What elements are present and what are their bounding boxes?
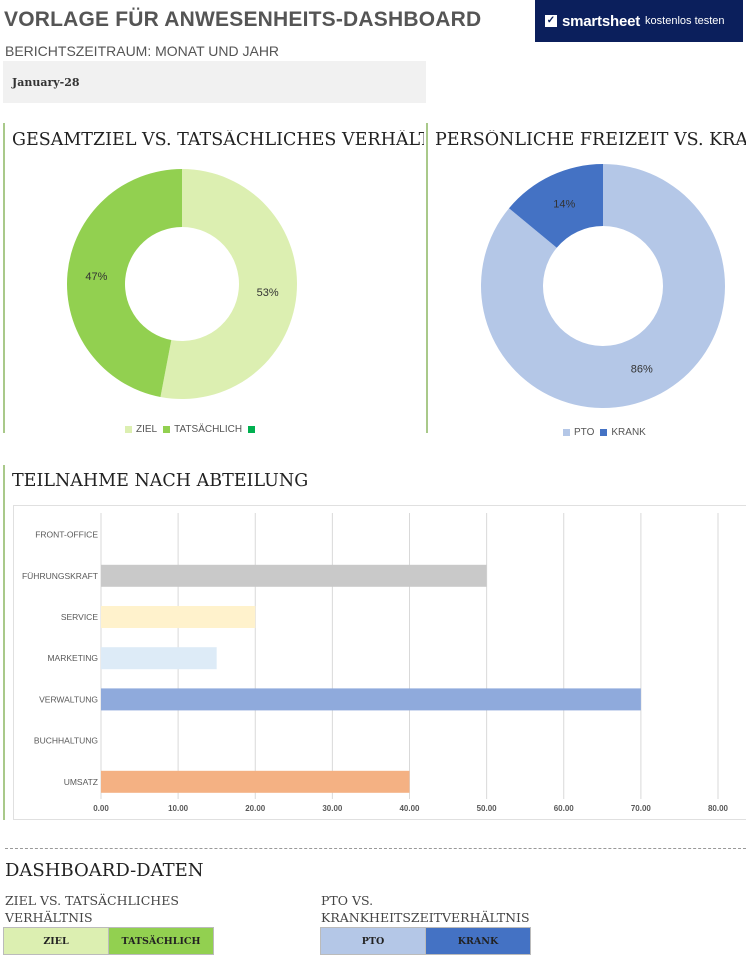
pto-vs-sick-data-heading: PTO VS. KRANKHEITSZEITVERHÄLTNIS [321, 893, 530, 925]
bar-fuhrungskraft [101, 564, 487, 587]
tatsaechlich-data-cell[interactable]: TATSÄCHLICH [108, 927, 214, 955]
goal-vs-actual-chart-title: GESAMTZIEL VS. TATSÄCHLICHES VERHÄLTNIS [12, 130, 424, 150]
pto-data-cell[interactable]: PTO [320, 927, 426, 955]
legend-label-pto: PTO [574, 427, 595, 438]
pto-vs-sick-chart-title: PERSÖNLICHE FREIZEIT VS. KRANKHEITSZEIT [435, 130, 746, 150]
goal-vs-actual-data-heading: ZIEL VS. TATSÄCHLICHES VERHÄLTNIS [5, 893, 179, 925]
category-label-front-office: FRONT-OFFICE [35, 530, 98, 540]
section-divider [5, 848, 746, 849]
bar-umsatz [101, 770, 410, 793]
x-tick-label-6: 60.00 [554, 804, 575, 813]
x-tick-label-3: 30.00 [322, 804, 343, 813]
x-tick-label-1: 10.00 [168, 804, 189, 813]
legend-swatch-extra [248, 426, 256, 433]
pto-vs-sick-legend: PTO KRANK [563, 427, 652, 438]
category-label-umsatz: UMSATZ [64, 777, 98, 787]
x-tick-label-5: 50.00 [477, 804, 498, 813]
category-label-fuhrungskraft: FÜHRUNGSKRAFT [22, 571, 98, 581]
smartsheet-cta: kostenlos testen [645, 15, 725, 27]
x-tick-label-0: 0.00 [93, 804, 109, 813]
legend-label-tatsaechlich: TATSÄCHLICH [174, 424, 243, 435]
legend-item-tatsaechlich: TATSÄCHLICH [163, 424, 242, 435]
smartsheet-banner[interactable]: ✓ smartsheet kostenlos testen [535, 0, 743, 42]
legend-item-extra [248, 426, 259, 433]
x-tick-label-8: 80.00 [708, 804, 729, 813]
report-period-field[interactable]: January-28 [3, 61, 426, 103]
report-period-label: BERICHTSZEITRAUM: MONAT UND JAHR [5, 43, 280, 59]
x-tick-label-4: 40.00 [399, 804, 420, 813]
legend-label-krank: KRANK [611, 427, 646, 438]
legend-item-pto: PTO [563, 427, 594, 438]
goal-vs-actual-legend: ZIEL TATSÄCHLICH [125, 424, 265, 435]
legend-label-ziel: ZIEL [136, 424, 158, 435]
legend-item-ziel: ZIEL [125, 424, 157, 435]
pto-vs-sick-label-krank: 14% [553, 199, 575, 211]
legend-swatch-tatsaechlich [163, 426, 171, 433]
attendance-by-department-title: TEILNAHME NACH ABTEILUNG [12, 471, 309, 491]
bar-verwaltung [101, 688, 641, 711]
attendance-bar-chart: 0.00 10.00 20.00 30.00 40.00 50.00 60.00 70.00 8… [22, 513, 729, 813]
category-label-verwaltung: VERWALTUNG [39, 694, 98, 704]
x-tick-label-2: 20.00 [245, 804, 266, 813]
bar-marketing [101, 647, 217, 670]
attendance-bar-chart-frame [13, 505, 746, 820]
smartsheet-logo-icon: ✓ [545, 15, 557, 27]
goal-vs-actual-label-tatsachlich: 47% [85, 271, 107, 283]
legend-swatch-ziel [125, 426, 132, 433]
x-tick-label-7: 70.00 [631, 804, 652, 813]
pto-vs-sick-slice-krank [508, 164, 603, 248]
goal-vs-actual-slice-ziel [160, 169, 298, 399]
panel-border-bottom [3, 465, 5, 820]
pto-vs-sick-label-pto: 86% [631, 363, 653, 375]
legend-item-krank: KRANK [600, 427, 646, 438]
ziel-data-cell[interactable]: ZIEL [3, 927, 109, 955]
pto-vs-sick-donut-chart: 86% 14% [481, 164, 725, 408]
category-label-service: SERVICE [61, 612, 98, 622]
panel-border-middle [426, 123, 428, 433]
smartsheet-brand: smartsheet [562, 12, 641, 30]
legend-swatch-krank [600, 429, 608, 436]
legend-swatch-pto [563, 429, 570, 436]
report-period-value: January-28 [12, 76, 80, 89]
bar-service [101, 606, 256, 628]
category-label-buchhaltung: BUCHHALTUNG [34, 736, 98, 746]
dashboard-data-title: DASHBOARD-DATEN [5, 860, 204, 881]
category-label-marketing: MARKETING [47, 653, 98, 663]
pto-vs-sick-slice-pto [481, 164, 725, 408]
goal-vs-actual-donut-chart: 53% 47% [67, 169, 298, 399]
krank-data-cell[interactable]: KRANK [425, 927, 531, 955]
goal-vs-actual-slice-tatsachlich [67, 169, 182, 397]
page-title: VORLAGE FÜR ANWESENHEITS-DASHBOARD [4, 8, 482, 31]
panel-border-left [3, 123, 5, 433]
goal-vs-actual-label-ziel: 53% [257, 287, 279, 299]
